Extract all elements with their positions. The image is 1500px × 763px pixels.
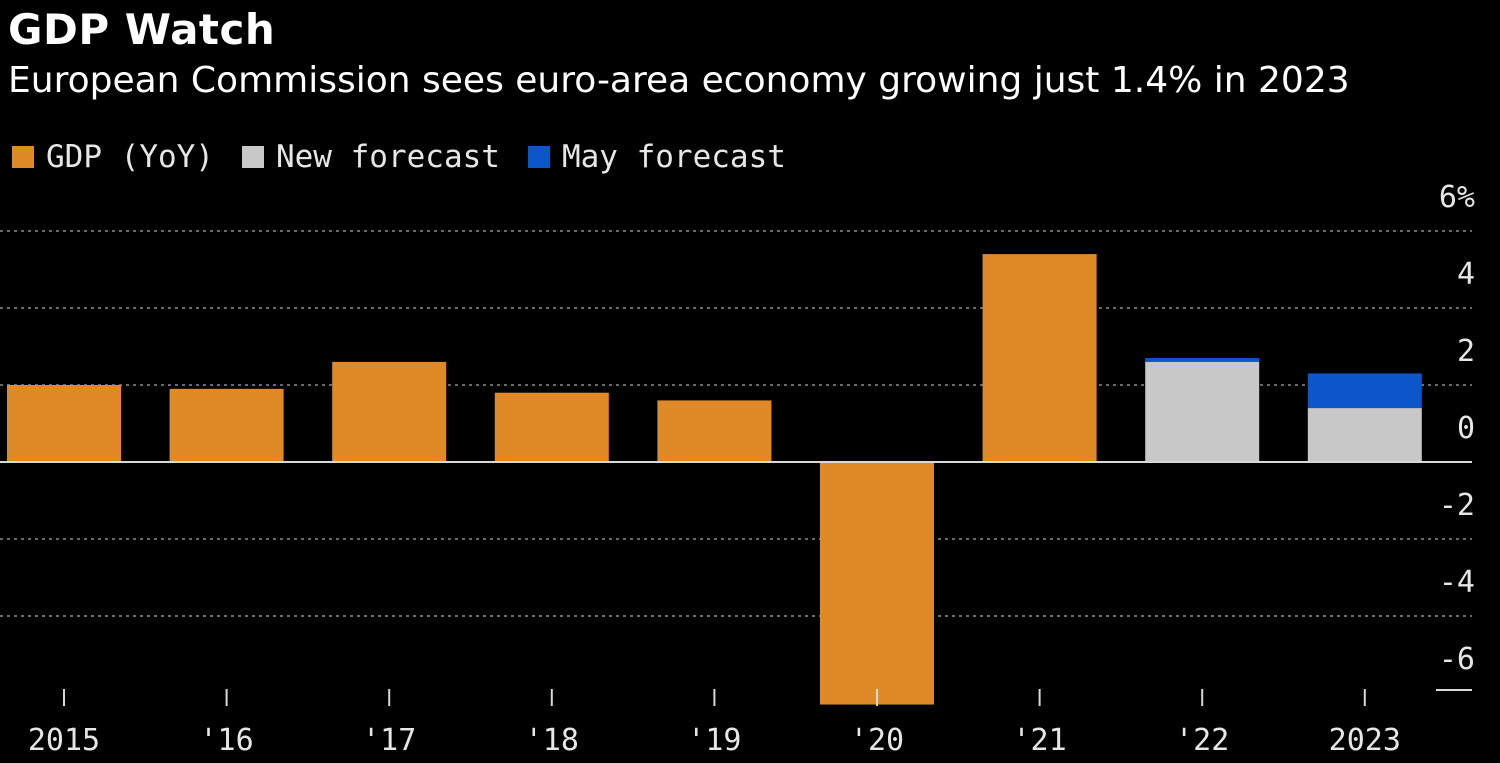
- bar-may-forecast-7: [1145, 358, 1260, 362]
- legend: GDP (YoY) New forecast May forecast: [12, 138, 814, 176]
- x-tick-label: '20: [850, 723, 904, 758]
- x-tick-label: '17: [362, 723, 416, 758]
- y-tick-label: 2: [1457, 334, 1475, 369]
- chart-subtitle: European Commission sees euro-area econo…: [8, 60, 1350, 101]
- y-tick-label: 4: [1457, 257, 1475, 292]
- y-tick-label: -2: [1439, 488, 1475, 523]
- bar-new-forecast-7: [1145, 361, 1260, 462]
- bar-gdp-4: [657, 400, 772, 462]
- y-tick-label: -6: [1439, 642, 1475, 677]
- legend-item-may-forecast: May forecast: [527, 139, 786, 175]
- y-tick-label: 6%: [1439, 180, 1475, 215]
- x-tick-label: '19: [687, 723, 741, 758]
- bar-gdp-1: [169, 388, 284, 462]
- bar-gdp-3: [494, 392, 609, 462]
- y-tick-label: 0: [1457, 411, 1475, 446]
- chart-title: GDP Watch: [8, 5, 276, 54]
- bar-gdp-2: [332, 361, 447, 462]
- legend-item-gdp: GDP (YoY): [12, 139, 214, 175]
- legend-swatch-new-forecast: [241, 146, 264, 168]
- bar-new-forecast-8: [1307, 408, 1422, 462]
- x-tick-label: '21: [1013, 723, 1067, 758]
- legend-label-gdp: GDP (YoY): [46, 139, 214, 175]
- bar-gdp-0: [7, 385, 121, 462]
- x-tick-label: '18: [525, 723, 579, 758]
- legend-item-new-forecast: New forecast: [241, 139, 500, 175]
- bar-gdp-5: [820, 462, 934, 705]
- x-tick-label: 2015: [28, 723, 100, 758]
- bar-gdp-6: [982, 254, 1097, 462]
- x-tick-label: '16: [200, 723, 254, 758]
- x-tick-label: 2023: [1329, 723, 1401, 758]
- legend-label-may-forecast: May forecast: [561, 139, 786, 175]
- y-tick-label: -4: [1439, 565, 1475, 600]
- legend-swatch-may-forecast: [527, 146, 550, 168]
- legend-label-new-forecast: New forecast: [275, 139, 500, 175]
- legend-swatch-gdp: [12, 146, 34, 168]
- bar-may-forecast-8: [1307, 373, 1422, 409]
- x-tick-label: '22: [1175, 723, 1229, 758]
